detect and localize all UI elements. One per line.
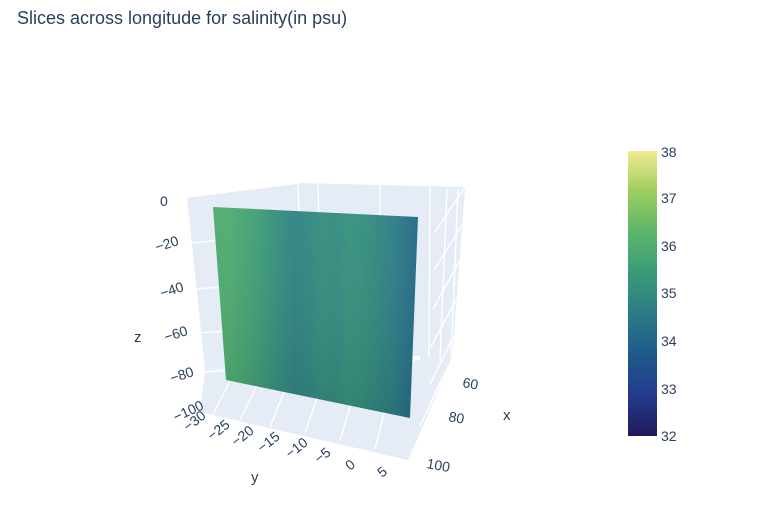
y-tick-4: −10 <box>282 434 311 461</box>
y-tick-2: −20 <box>228 422 257 449</box>
z-gridline-right <box>429 337 454 385</box>
y-tick-5: −5 <box>311 444 334 467</box>
z-tick-2: −40 <box>158 278 186 301</box>
x-axis-ticks: 60 80 100 <box>425 374 479 475</box>
y-gridline-right <box>439 188 448 361</box>
colorbar-tick-37: 37 <box>661 190 677 206</box>
y-tick-7: 5 <box>374 463 390 481</box>
y-tick-3: −15 <box>254 428 283 455</box>
x-gridline-back <box>428 185 431 358</box>
colorbar-tick-32: 32 <box>661 428 677 444</box>
x-tick-2: 100 <box>425 455 451 475</box>
y-tick-6: 0 <box>342 456 358 474</box>
z-axis-ticks: 0 −20 −40 −60 −80 −100 <box>153 193 206 425</box>
z-axis-title: z <box>134 329 142 346</box>
z-tick-4: −80 <box>168 363 196 386</box>
x-tick-0: 60 <box>461 374 479 392</box>
z-tick-0: 0 <box>160 193 168 209</box>
y-tick-1: −25 <box>204 416 233 443</box>
colorbar-tick-34: 34 <box>661 333 677 349</box>
y-axis-title: y <box>251 469 259 486</box>
y-gridline-right <box>450 188 459 361</box>
z-tick-3: −60 <box>162 322 190 345</box>
colorbar-tick-35: 35 <box>661 285 677 301</box>
z-gridline-right <box>433 224 463 271</box>
salinity-slice-shading <box>213 207 418 418</box>
chart-title: Slices across longitude for salinity(in … <box>17 8 348 28</box>
colorbar-ticks: 38 37 36 35 34 33 32 <box>661 144 677 444</box>
colorbar-tick-38: 38 <box>661 144 677 160</box>
z-gridline-back <box>186 182 299 198</box>
z-tick-1: −20 <box>153 232 181 255</box>
y-gridline-floor <box>212 380 231 415</box>
colorbar-tick-33: 33 <box>661 381 677 397</box>
z-gridline-right <box>434 186 466 233</box>
x-tick-1: 80 <box>447 408 465 426</box>
x-gridline-floor <box>429 371 446 405</box>
colorbar <box>628 151 657 436</box>
colorbar-tick-36: 36 <box>661 238 677 254</box>
x-axis-title: x <box>503 407 511 424</box>
z-gridline-right <box>430 299 457 348</box>
